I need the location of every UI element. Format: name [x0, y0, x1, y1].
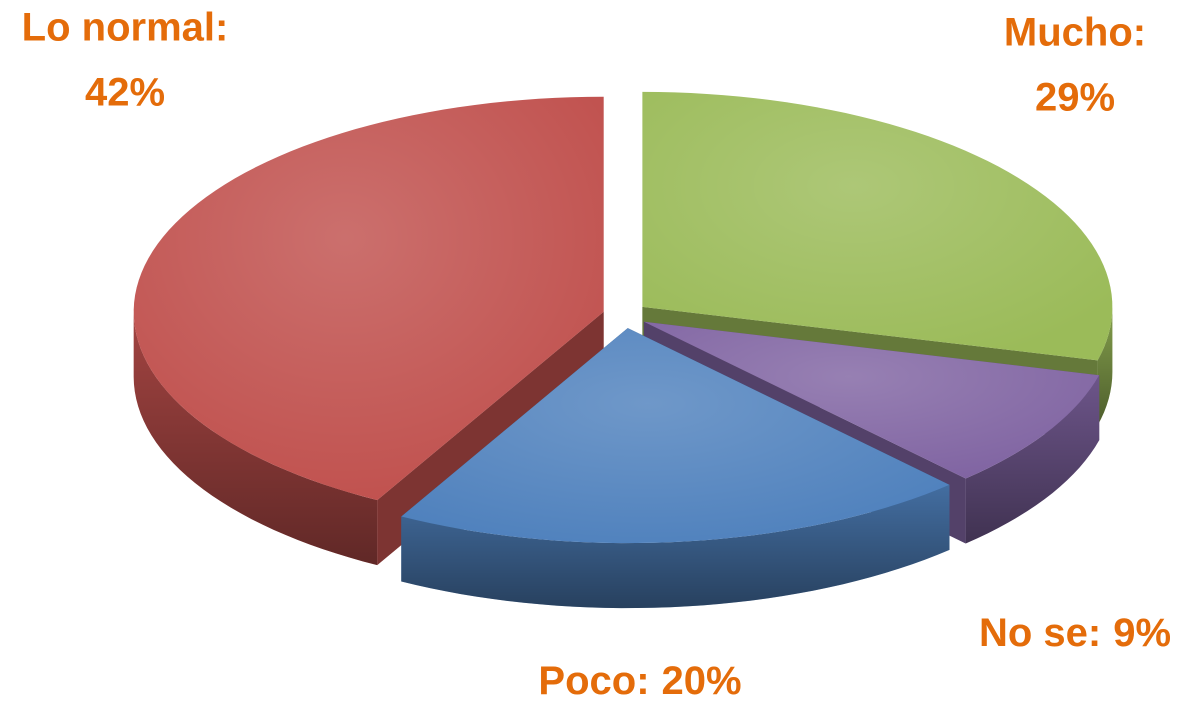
label-value: 29% — [1035, 76, 1115, 120]
slice-side-shade — [133, 311, 378, 566]
label-category: Poco: — [538, 659, 649, 701]
slice-top-gloss — [642, 91, 1113, 361]
label-category: No se: — [979, 611, 1101, 655]
data-label: Poco: 20% — [538, 659, 741, 701]
slice-side-shade — [401, 484, 950, 609]
slice — [401, 328, 950, 609]
slice-top-gloss — [643, 321, 1100, 479]
slice — [133, 96, 604, 566]
slice-side-shade — [965, 375, 1100, 544]
label-value: 42% — [85, 71, 165, 115]
label-category: Lo normal: — [22, 6, 229, 50]
slice-top-gloss — [133, 96, 604, 501]
data-label: No se: 9% — [979, 611, 1171, 655]
label-value: 9% — [1113, 611, 1171, 655]
slice-top-gloss — [401, 328, 950, 544]
slice-side-shade — [1097, 306, 1113, 426]
label-value: 20% — [662, 659, 742, 701]
label-category: Mucho: — [1004, 11, 1146, 55]
